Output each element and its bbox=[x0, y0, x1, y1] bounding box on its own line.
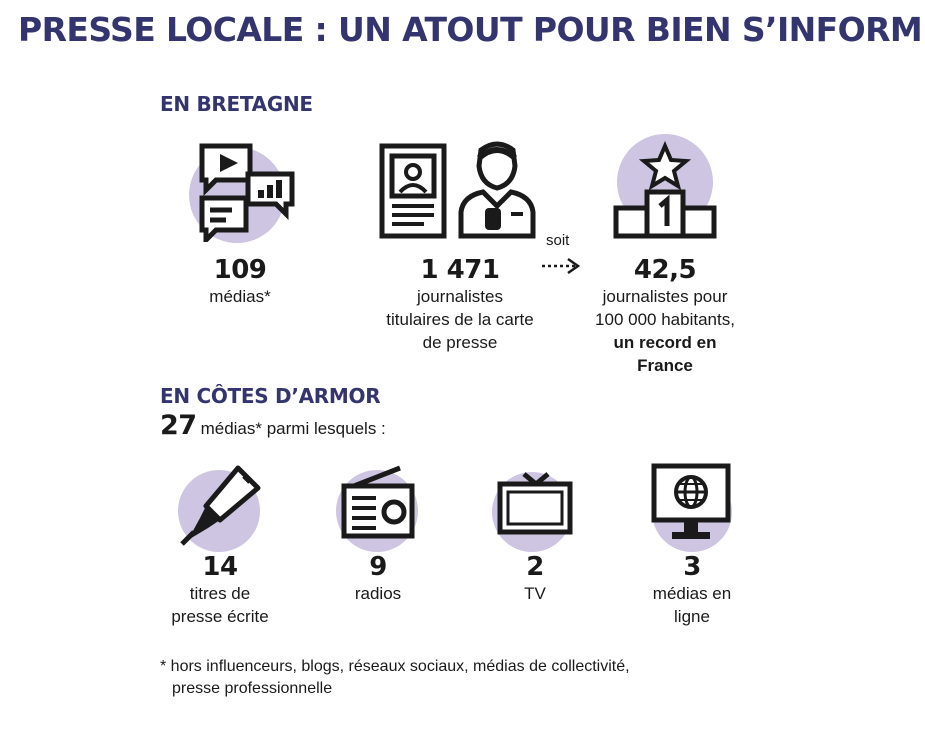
page-title: PRESSE LOCALE : UN ATOUT POUR BIEN S’INF… bbox=[18, 10, 925, 49]
section-title-cotes-armor: EN CÔTES D’ARMOR bbox=[160, 384, 381, 408]
stat-ratio: 42,5 journalistes pour 100 000 habitants… bbox=[570, 255, 760, 377]
stat-label-bold: France bbox=[637, 356, 693, 375]
section-title-bretagne: EN BRETAGNE bbox=[160, 92, 313, 116]
stat-label-line: journalistes pour bbox=[602, 287, 728, 306]
stat-medias-bretagne: 109 médias* bbox=[150, 255, 330, 308]
stat-label-line: 100 000 habitants, bbox=[595, 310, 735, 329]
online-globe-icon bbox=[651, 463, 731, 539]
medias-count-text: médias* parmi lesquels : bbox=[200, 419, 386, 438]
radio-icon bbox=[341, 465, 415, 539]
stat-print: 14 titres de presse écrite bbox=[140, 552, 300, 628]
stat-label-line: titulaires de la carte bbox=[386, 310, 534, 329]
dotted-arrow-icon bbox=[542, 257, 581, 275]
fountain-pen-icon bbox=[180, 465, 261, 546]
stat-value: 14 bbox=[202, 552, 238, 582]
stat-label-line: ligne bbox=[674, 607, 710, 626]
footnote-line: presse professionnelle bbox=[172, 680, 333, 697]
stat-value: 2 bbox=[526, 552, 544, 582]
stat-value: 42,5 bbox=[633, 255, 697, 285]
stat-radios: 9 radios bbox=[298, 552, 458, 605]
stat-label-line: TV bbox=[524, 584, 546, 603]
stat-value: 109 bbox=[213, 255, 267, 285]
stat-value: 1 471 bbox=[420, 255, 500, 285]
stat-label-line: radios bbox=[354, 584, 402, 603]
footnote-line: * hors influenceurs, blogs, réseaux soci… bbox=[160, 658, 630, 675]
stat-label-line: titres de bbox=[189, 584, 251, 603]
stat-label-line: de presse bbox=[422, 333, 498, 352]
stat-value: 3 bbox=[683, 552, 701, 582]
journalist-icon bbox=[458, 141, 536, 239]
stat-label: médias* bbox=[209, 287, 271, 306]
newspaper-icon bbox=[379, 143, 447, 239]
stat-value: 9 bbox=[369, 552, 387, 582]
connector-text: soit bbox=[546, 232, 570, 249]
stat-label-bold: un record en bbox=[613, 333, 717, 352]
medias-count-line: 27 médias* parmi lesquels : bbox=[160, 410, 386, 441]
footnote: * hors influenceurs, blogs, réseaux soci… bbox=[160, 656, 630, 700]
stat-label-line: presse écrite bbox=[171, 607, 269, 626]
tv-icon bbox=[497, 472, 573, 535]
stat-label-line: médias en bbox=[652, 584, 732, 603]
stat-journalists: 1 471 journalistes titulaires de la cart… bbox=[360, 255, 560, 354]
stat-tv: 2 TV bbox=[455, 552, 615, 605]
media-chat-icon bbox=[199, 143, 295, 242]
podium-star-icon bbox=[613, 140, 717, 239]
medias-count: 27 bbox=[160, 410, 197, 441]
stat-online: 3 médias en ligne bbox=[612, 552, 772, 628]
stat-label-line: journalistes bbox=[417, 287, 503, 306]
